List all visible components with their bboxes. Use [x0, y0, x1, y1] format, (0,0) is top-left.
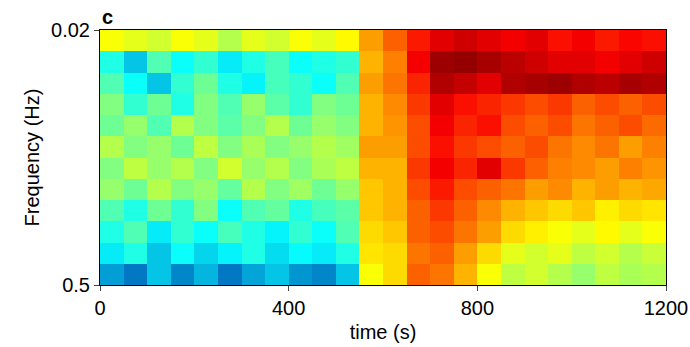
svg-text:400: 400 — [272, 297, 305, 319]
svg-text:1200: 1200 — [644, 297, 689, 319]
svg-text:0.5: 0.5 — [62, 274, 90, 296]
svg-text:time (s): time (s) — [350, 321, 417, 343]
svg-text:800: 800 — [461, 297, 494, 319]
svg-text:0.02: 0.02 — [51, 19, 90, 41]
svg-text:c: c — [102, 6, 113, 28]
svg-text:0: 0 — [94, 297, 105, 319]
svg-text:Frequency (Hz): Frequency (Hz) — [21, 89, 43, 227]
